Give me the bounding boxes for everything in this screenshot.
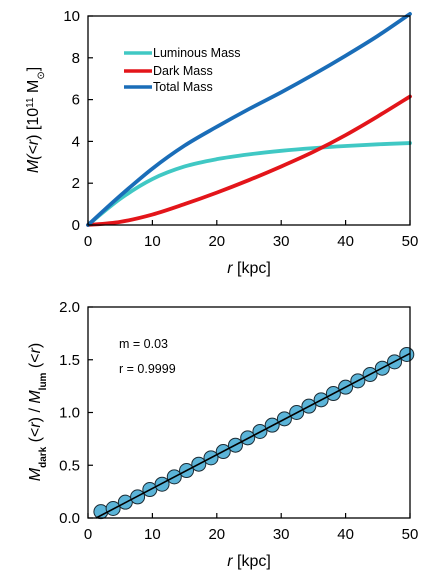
top-x-tick-label: 50	[402, 233, 419, 250]
bottom-y-axis-label: Mdark (<r) / Mlum (<r)	[27, 343, 49, 481]
bottom-y-v1: r	[27, 422, 44, 428]
bottom-x-tick-label: 0	[84, 526, 92, 543]
top-y-label-pre: M(<	[25, 145, 42, 173]
bottom-y-tick-label: 2.0	[59, 299, 80, 316]
annotation-slope: m = 0.03	[119, 337, 168, 351]
bottom-ticks: 0 10 20 30 40 50 0.0 0.5 1.0 1.5 2.0	[59, 299, 418, 543]
top-x-tick-label: 20	[208, 233, 225, 250]
fit-line	[95, 352, 411, 519]
series-line-total-mass	[86, 12, 412, 227]
bottom-x-tick-label: 50	[402, 526, 419, 543]
top-ticks: 0 10 20 30 40 50 0 2 4 6 8 10	[63, 8, 418, 250]
bottom-y-s1: dark	[38, 446, 49, 468]
top-y-tick-label: 2	[72, 175, 80, 192]
top-x-tick-label: 0	[84, 233, 92, 250]
top-x-tick-label: 30	[273, 233, 290, 250]
top-y-label-mid: ) [10	[25, 108, 42, 140]
annotation-correlation: r = 0.9999	[119, 362, 176, 376]
bottom-y-tick-label: 1.0	[59, 405, 80, 422]
top-y-label-close: ]	[25, 67, 42, 71]
top-x-axis-var: r	[227, 260, 233, 277]
top-x-axis-unit: [kpc]	[233, 260, 271, 277]
top-y-tick-label: 8	[72, 50, 80, 67]
series-line-dark-mass	[86, 94, 412, 227]
bottom-y-v2: r	[27, 347, 44, 353]
bottom-chart: 0 10 20 30 40 50 0.0 0.5 1.0 1.5 2.0 m = 0.03 r = …	[27, 299, 418, 570]
bottom-y-m1: M	[27, 467, 44, 481]
top-x-tick-label: 40	[337, 233, 354, 250]
bottom-y-t3: (<	[27, 353, 44, 372]
top-y-label-post: M	[25, 80, 42, 98]
top-y-label-sun: ⊙	[36, 71, 47, 79]
bottom-x-axis-unit: [kpc]	[233, 553, 271, 570]
top-y-label-var: r	[25, 139, 42, 145]
bottom-y-t2: ) /	[27, 404, 44, 423]
bottom-y-tick-label: 0.5	[59, 457, 80, 474]
top-chart: 0 10 20 30 40 50 0 2 4 6 8 10 Luminous Mass Dark Ma…	[25, 8, 419, 277]
series-line-luminous-mass	[86, 141, 412, 227]
top-series-group	[86, 12, 412, 227]
legend-label-dark: Dark Mass	[153, 64, 213, 78]
bottom-x-tick-label: 40	[337, 526, 354, 543]
bottom-x-axis-var: r	[227, 553, 233, 570]
top-y-tick-label: 4	[72, 133, 80, 150]
top-y-tick-label: 10	[63, 8, 80, 25]
top-y-tick-label: 0	[72, 217, 80, 234]
top-y-tick-label: 6	[72, 92, 80, 109]
bottom-x-axis-label: r [kpc]	[227, 553, 271, 570]
bottom-x-tick-label: 10	[144, 526, 161, 543]
top-y-axis-label: M(<r) [1011 M⊙]	[25, 67, 47, 173]
bottom-x-tick-label: 20	[208, 526, 225, 543]
bottom-x-tick-label: 30	[273, 526, 290, 543]
top-y-label-exp: 11	[25, 97, 36, 108]
bottom-y-s2: lum	[38, 372, 49, 390]
top-axes-frame	[87, 15, 411, 226]
legend-label-luminous: Luminous Mass	[153, 46, 241, 60]
bottom-y-m2: M	[27, 390, 44, 404]
bottom-y-t1: (<	[27, 428, 44, 447]
bottom-y-tick-label: 0.0	[59, 510, 80, 527]
top-x-axis-label: r [kpc]	[227, 260, 271, 277]
scatter-point	[93, 504, 109, 520]
top-x-tick-label: 10	[144, 233, 161, 250]
bottom-y-t4: )	[27, 343, 44, 348]
bottom-series-group	[93, 346, 415, 520]
bottom-y-tick-label: 1.5	[59, 352, 80, 369]
top-legend: Luminous Mass Dark Mass Total Mass	[124, 46, 241, 94]
legend-label-total: Total Mass	[153, 80, 213, 94]
